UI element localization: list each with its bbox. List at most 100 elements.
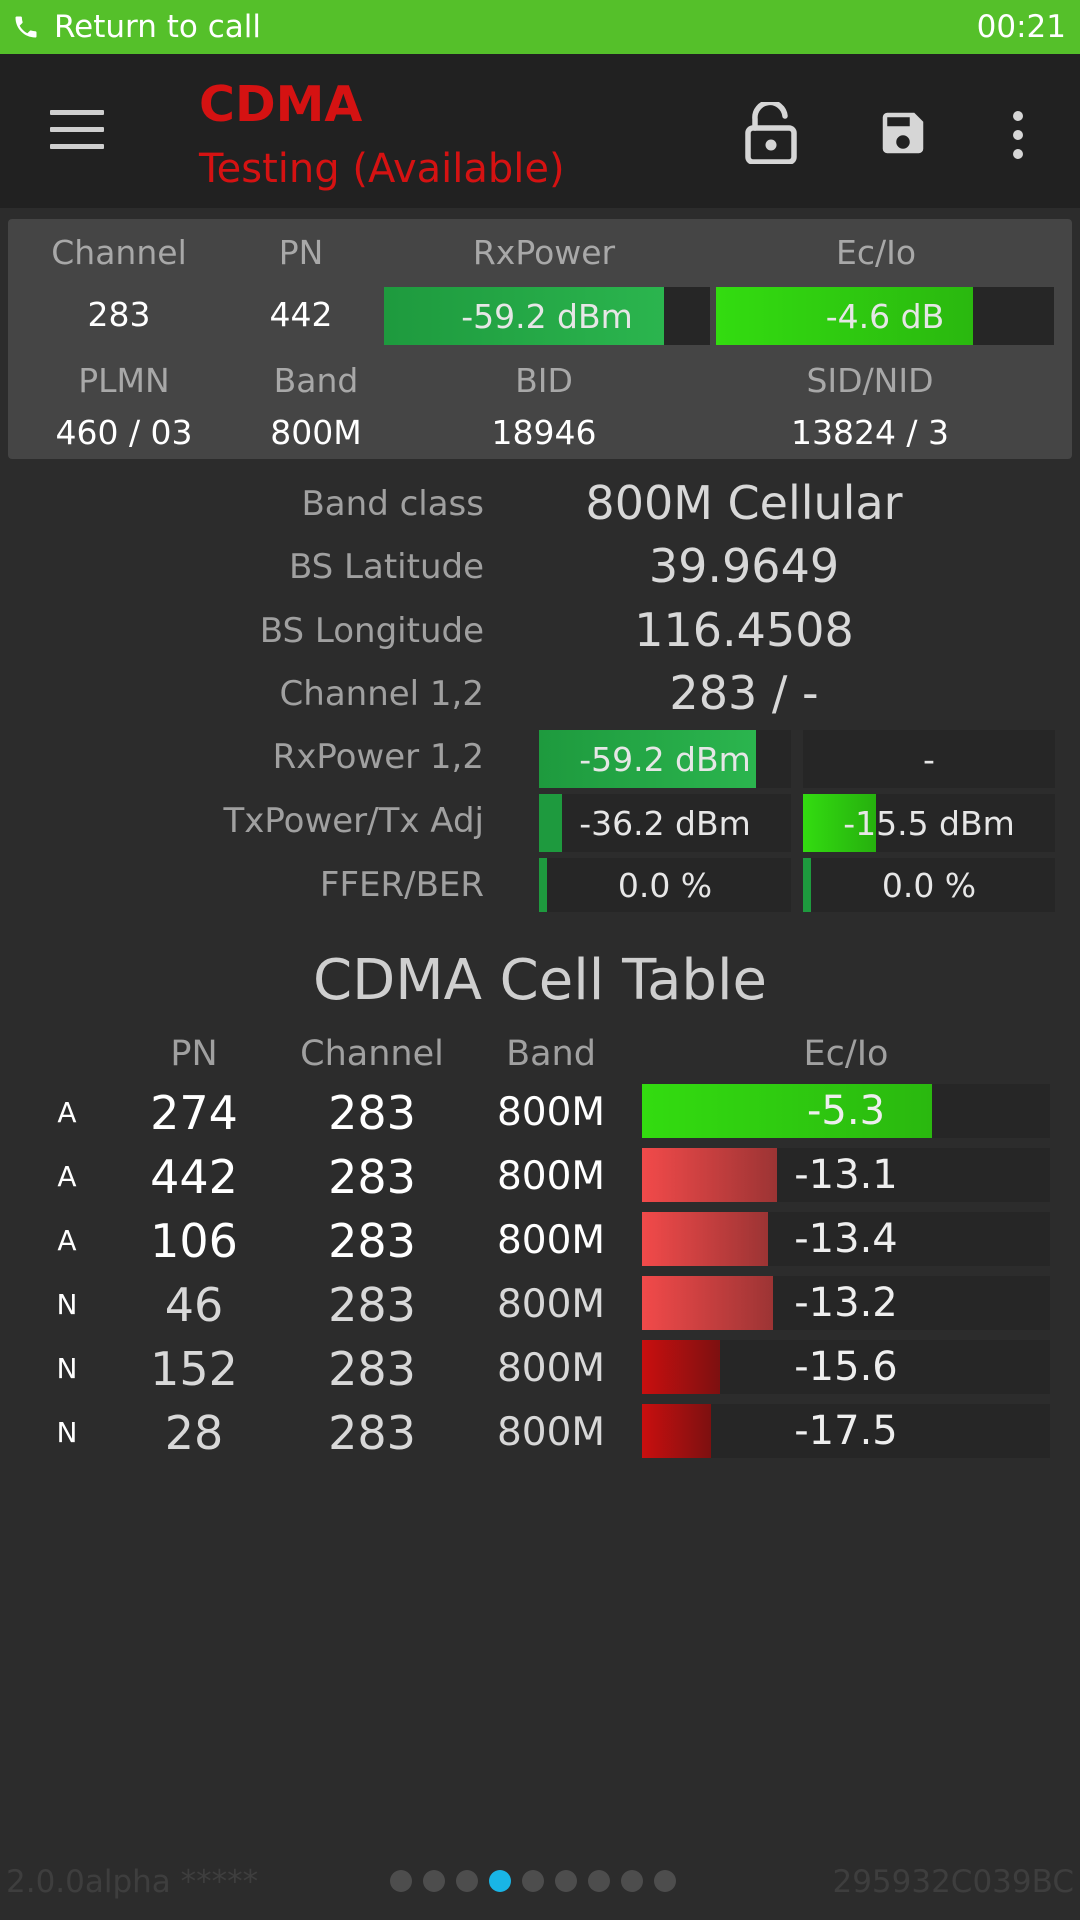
return-to-call-bar[interactable]: Return to call 00:21 bbox=[0, 0, 1080, 54]
bs-longitude-label: BS Longitude bbox=[259, 611, 484, 651]
txpower-bar: -36.2 dBm bbox=[539, 794, 791, 852]
bs-longitude-value: 116.4508 bbox=[634, 603, 854, 657]
cell-table-title: CDMA Cell Table bbox=[313, 948, 767, 1013]
ber-value: 0.0 % bbox=[881, 865, 977, 905]
return-to-call-label: Return to call bbox=[54, 9, 261, 45]
txadj-bar-fill bbox=[803, 794, 877, 852]
cell-ecio-value: -17.5 bbox=[794, 1408, 898, 1454]
cell-type: N bbox=[56, 1416, 78, 1449]
ecio-value: -4.6 dB bbox=[825, 296, 945, 336]
cell-type: A bbox=[57, 1096, 77, 1129]
ffer-ber-label: FFER/BER bbox=[319, 865, 484, 905]
device-id: 295932C039BC bbox=[832, 1864, 1074, 1900]
cell-ecio-bar-fill bbox=[642, 1340, 720, 1394]
ecio-label: Ec/Io bbox=[835, 233, 917, 272]
cell-channel: 283 bbox=[328, 1406, 416, 1460]
txadj-value: -15.5 dBm bbox=[843, 803, 1015, 843]
cell-ecio-bar: -13.1 bbox=[642, 1148, 1050, 1202]
cell-ecio-value: -13.1 bbox=[794, 1152, 898, 1198]
rxpower-bar: -59.2 dBm bbox=[384, 287, 710, 345]
pn-value: 442 bbox=[269, 295, 333, 334]
band-class-value: 800M Cellular bbox=[585, 476, 903, 530]
ffer-value: 0.0 % bbox=[617, 865, 713, 905]
cell-ecio-bar-fill bbox=[642, 1212, 769, 1266]
cell-channel: 283 bbox=[328, 1342, 416, 1396]
app-version: 2.0.0alpha ***** bbox=[6, 1864, 259, 1900]
rxpower1-bar: -59.2 dBm bbox=[539, 730, 791, 788]
txpower-bar-fill bbox=[539, 794, 562, 852]
call-timer: 00:21 bbox=[976, 9, 1066, 45]
txadj-bar: -15.5 dBm bbox=[803, 794, 1055, 852]
band-value: 800M bbox=[270, 413, 362, 452]
plmn-label: PLMN bbox=[78, 361, 170, 400]
phone-icon bbox=[15, 16, 37, 38]
pn-label: PN bbox=[278, 233, 324, 272]
sidnid-label: SID/NID bbox=[806, 361, 934, 400]
cell-ecio-bar-fill bbox=[642, 1276, 773, 1330]
status-subtitle: Testing (Available) bbox=[199, 146, 565, 192]
cell-ecio-bar-fill bbox=[642, 1084, 932, 1138]
cell-channel: 283 bbox=[328, 1086, 416, 1140]
ffer-bar: 0.0 % bbox=[539, 858, 791, 912]
save-icon[interactable] bbox=[876, 106, 930, 160]
ecio-bar-fill bbox=[716, 287, 973, 345]
cell-type: A bbox=[57, 1160, 77, 1193]
cell-channel: 283 bbox=[328, 1150, 416, 1204]
bs-latitude-value: 39.9649 bbox=[648, 539, 840, 593]
page-dot[interactable] bbox=[654, 1870, 676, 1892]
page-dot-active[interactable] bbox=[489, 1870, 511, 1892]
page-title: CDMA bbox=[199, 76, 363, 133]
band-label: Band bbox=[273, 361, 359, 400]
cell-pn: 152 bbox=[150, 1342, 238, 1396]
table-header-band: Band bbox=[506, 1034, 596, 1074]
page-dot[interactable] bbox=[390, 1870, 412, 1892]
bid-label: BID bbox=[515, 361, 573, 400]
cell-band: 800M bbox=[496, 1154, 606, 1199]
table-header-channel: Channel bbox=[300, 1034, 444, 1074]
cell-ecio-bar: -17.5 bbox=[642, 1404, 1050, 1458]
cell-type: N bbox=[56, 1352, 78, 1385]
cell-pn: 442 bbox=[150, 1150, 238, 1204]
cell-band: 800M bbox=[496, 1346, 606, 1391]
cell-ecio-bar: -13.4 bbox=[642, 1212, 1050, 1266]
ber-bar: 0.0 % bbox=[803, 858, 1055, 912]
cell-channel: 283 bbox=[328, 1278, 416, 1332]
channel-value: 283 bbox=[87, 295, 151, 334]
page-dot[interactable] bbox=[555, 1870, 577, 1892]
rxpower1-value: -59.2 dBm bbox=[579, 739, 751, 779]
table-header-pn: PN bbox=[170, 1034, 218, 1074]
txpower-label: TxPower/Tx Adj bbox=[223, 801, 484, 841]
cell-ecio-bar: -13.2 bbox=[642, 1276, 1050, 1330]
rxpower2-bar: - bbox=[803, 730, 1055, 788]
cell-band: 800M bbox=[496, 1410, 606, 1455]
page-dot[interactable] bbox=[588, 1870, 610, 1892]
cell-type: N bbox=[56, 1288, 78, 1321]
menu-icon[interactable] bbox=[50, 110, 104, 150]
txpower-value: -36.2 dBm bbox=[579, 803, 751, 843]
page-dot[interactable] bbox=[456, 1870, 478, 1892]
page-dot[interactable] bbox=[423, 1870, 445, 1892]
page-dot[interactable] bbox=[621, 1870, 643, 1892]
cell-ecio-bar-fill bbox=[642, 1404, 712, 1458]
cell-channel: 283 bbox=[328, 1214, 416, 1268]
lock-open-icon[interactable] bbox=[745, 102, 797, 164]
cell-ecio-bar: -15.6 bbox=[642, 1340, 1050, 1394]
cell-ecio-value: -13.4 bbox=[794, 1216, 898, 1262]
cell-ecio-value: -15.6 bbox=[794, 1344, 898, 1390]
cell-band: 800M bbox=[496, 1282, 606, 1327]
more-vert-icon[interactable] bbox=[1006, 108, 1030, 162]
band-class-label: Band class bbox=[301, 484, 484, 524]
ffer-bar-fill bbox=[539, 858, 547, 912]
cell-pn: 106 bbox=[150, 1214, 238, 1268]
app-bar: CDMA Testing (Available) bbox=[0, 54, 1080, 208]
rxpower12-label: RxPower 1,2 bbox=[272, 737, 484, 777]
rxpower-bar-fill bbox=[384, 287, 665, 345]
channel12-value: 283 / - bbox=[669, 666, 819, 720]
rxpower-value: -59.2 dBm bbox=[461, 296, 633, 336]
bid-value: 18946 bbox=[491, 413, 597, 452]
table-header-ecio: Ec/Io bbox=[803, 1034, 889, 1074]
summary-panel: Channel PN RxPower Ec/Io 283 442 -59.2 d… bbox=[8, 219, 1072, 459]
cell-ecio-value: -13.2 bbox=[794, 1280, 898, 1326]
cell-pn: 28 bbox=[164, 1406, 224, 1460]
page-dot[interactable] bbox=[522, 1870, 544, 1892]
